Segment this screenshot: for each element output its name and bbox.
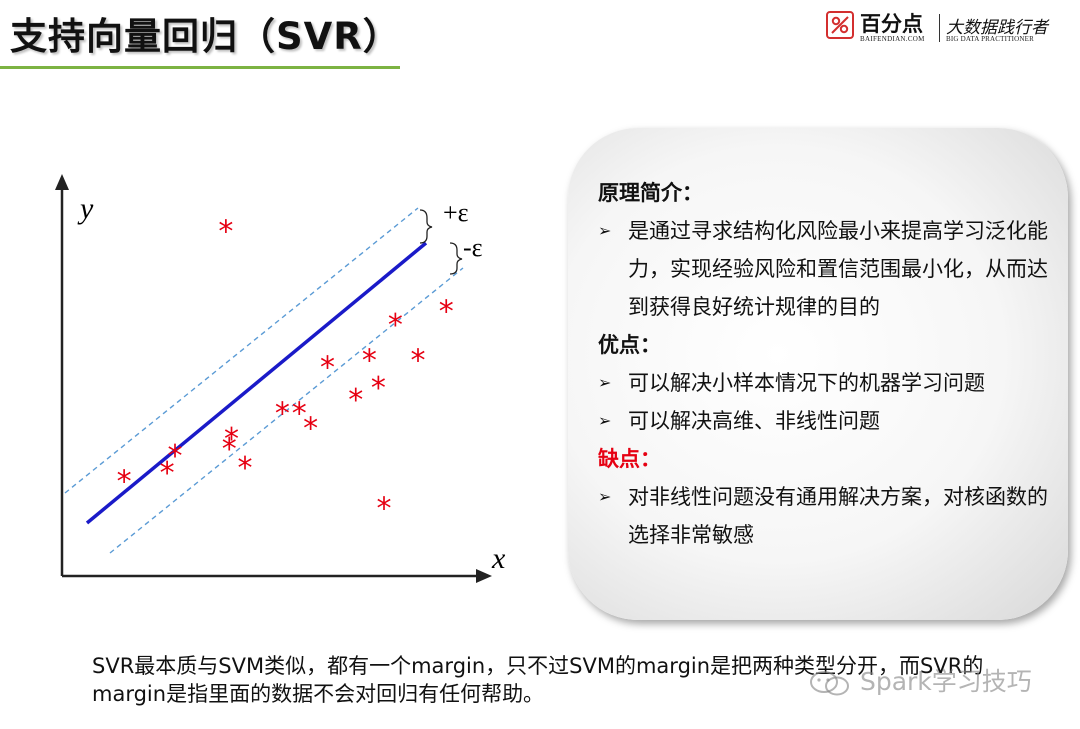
- data-point: *: [377, 492, 392, 527]
- arrow-bullet-icon: ➢: [598, 221, 612, 240]
- x-axis-arrow: [476, 569, 492, 583]
- pros-heading: 优点：: [598, 333, 661, 357]
- watermark-text: Spark学习技巧: [859, 667, 1032, 696]
- data-point: *: [371, 371, 386, 406]
- epsilon-lower-brace: [449, 242, 463, 275]
- cons-list: ➢ 对非线性问题没有通用解决方案，对核函数的选择非常敏感: [598, 478, 1048, 554]
- pros-text: 可以解决小样本情况下的机器学习问题: [628, 371, 985, 395]
- data-point: *: [238, 451, 253, 486]
- principle-heading: 原理简介：: [598, 181, 703, 205]
- svr-diagram: y x +ε -ε * ** **** **** *******: [55, 174, 506, 583]
- cons-text: 对非线性问题没有通用解决方案，对核函数的选择非常敏感: [628, 485, 1048, 547]
- y-axis-label: y: [77, 192, 94, 225]
- data-point: *: [117, 464, 132, 499]
- pros-list: ➢ 可以解决小样本情况下的机器学习问题 ➢ 可以解决高维、非线性问题: [598, 364, 1048, 440]
- arrow-bullet-icon: ➢: [598, 373, 612, 392]
- principle-text: 是通过寻求结构化风险最小来提高学习泛化能力，实现经验风险和置信范围最小化，从而达…: [628, 219, 1048, 319]
- cons-heading: 缺点：: [598, 447, 661, 471]
- data-point: *: [388, 308, 403, 343]
- arrow-bullet-icon: ➢: [598, 411, 612, 430]
- data-point: *: [292, 396, 307, 431]
- data-points: * ** **** **** *******: [117, 215, 454, 527]
- logo-divider: [939, 14, 940, 42]
- data-point: *: [275, 396, 290, 431]
- caption-text: SVR最本质与SVM类似，都有一个margin，只不过SVM的margin是把两…: [92, 654, 984, 706]
- logo-brand-cn: 百分点: [860, 12, 923, 36]
- x-axis-label: x: [491, 542, 506, 575]
- pros-item: ➢ 可以解决高维、非线性问题: [598, 402, 1048, 440]
- watermark: Spark学习技巧: [808, 662, 1032, 698]
- summary-card: 原理简介： ➢ 是通过寻求结构化风险最小来提高学习泛化能力，实现经验风险和置信范围…: [568, 128, 1068, 620]
- data-point: *: [348, 383, 363, 418]
- logo-slogan-en: BIG DATA PRACTITIONER: [946, 35, 1035, 43]
- brand-logo: 百分点 BAIFENDIAN.COM 大数据践行者 BIG DATA PRACT…: [826, 10, 1056, 48]
- pros-item: ➢ 可以解决小样本情况下的机器学习问题: [598, 364, 1048, 402]
- principle-list: ➢ 是通过寻求结构化风险最小来提高学习泛化能力，实现经验风险和置信范围最小化，从而…: [598, 212, 1048, 326]
- epsilon-lower-label: -ε: [463, 233, 483, 262]
- lower-margin-line: [109, 267, 464, 554]
- pros-text: 可以解决高维、非线性问题: [628, 409, 880, 433]
- data-point: *: [362, 344, 377, 379]
- logo-brand-en: BAIFENDIAN.COM: [860, 35, 925, 43]
- title-underline: [0, 66, 400, 69]
- percent-logo-icon: [826, 11, 854, 39]
- regression-line: [85, 241, 428, 525]
- logo-slogan-cn: 大数据践行者: [946, 18, 1048, 38]
- data-point: *: [160, 456, 175, 491]
- data-point: *: [218, 215, 233, 250]
- cons-item: ➢ 对非线性问题没有通用解决方案，对核函数的选择非常敏感: [598, 478, 1048, 554]
- data-point: *: [168, 439, 183, 474]
- data-point: *: [224, 422, 239, 457]
- page-title: 支持向量回归（SVR）: [10, 15, 401, 58]
- epsilon-upper-brace: [419, 209, 433, 244]
- data-point: *: [439, 294, 454, 329]
- upper-margin-line: [64, 207, 419, 494]
- data-point: *: [303, 412, 318, 447]
- data-point: *: [222, 432, 237, 467]
- principle-item: ➢ 是通过寻求结构化风险最小来提高学习泛化能力，实现经验风险和置信范围最小化，从而…: [598, 212, 1048, 326]
- epsilon-upper-label: +ε: [443, 198, 469, 227]
- data-point: *: [320, 351, 335, 386]
- wechat-icon: [810, 671, 849, 696]
- arrow-bullet-icon: ➢: [598, 487, 612, 506]
- y-axis-arrow: [55, 174, 69, 190]
- data-point: *: [410, 344, 425, 379]
